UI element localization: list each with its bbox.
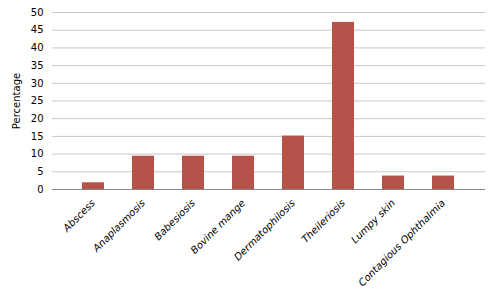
svg-text:Percentage: Percentage bbox=[11, 73, 22, 129]
svg-text:5: 5 bbox=[37, 166, 43, 177]
svg-text:Babesiosis: Babesiosis bbox=[152, 197, 197, 242]
svg-text:35: 35 bbox=[31, 60, 44, 71]
svg-text:10: 10 bbox=[31, 148, 44, 159]
svg-text:Anaplasmosis: Anaplasmosis bbox=[90, 197, 147, 254]
svg-text:45: 45 bbox=[31, 24, 44, 35]
svg-text:Theileriosis: Theileriosis bbox=[299, 197, 347, 245]
svg-text:Contagious Ophthalmia: Contagious Ophthalmia bbox=[356, 197, 447, 288]
svg-text:Bovine mange: Bovine mange bbox=[188, 197, 248, 256]
svg-text:Abscess: Abscess bbox=[60, 197, 97, 234]
svg-text:15: 15 bbox=[31, 131, 44, 142]
svg-text:30: 30 bbox=[31, 78, 44, 89]
svg-text:Lumpy skin: Lumpy skin bbox=[349, 197, 397, 245]
svg-text:0: 0 bbox=[37, 184, 43, 195]
svg-text:50: 50 bbox=[31, 7, 44, 18]
svg-text:40: 40 bbox=[31, 42, 44, 53]
svg-text:20: 20 bbox=[31, 113, 44, 124]
svg-text:25: 25 bbox=[31, 95, 44, 106]
svg-text:Dermatophilosis: Dermatophilosis bbox=[232, 197, 297, 262]
